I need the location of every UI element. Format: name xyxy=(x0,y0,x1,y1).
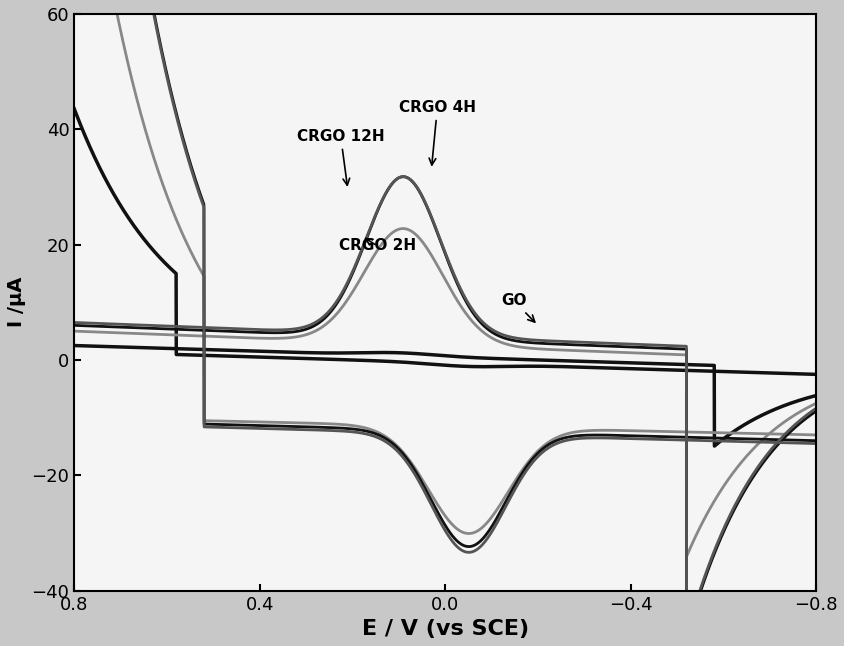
Text: CRGO 2H: CRGO 2H xyxy=(338,238,415,253)
Text: CRGO 4H: CRGO 4H xyxy=(398,100,475,165)
Text: GO: GO xyxy=(500,293,534,322)
Y-axis label: I /μA: I /μA xyxy=(7,277,26,328)
Text: CRGO 12H: CRGO 12H xyxy=(296,129,384,185)
X-axis label: E / V (vs SCE): E / V (vs SCE) xyxy=(361,619,528,639)
